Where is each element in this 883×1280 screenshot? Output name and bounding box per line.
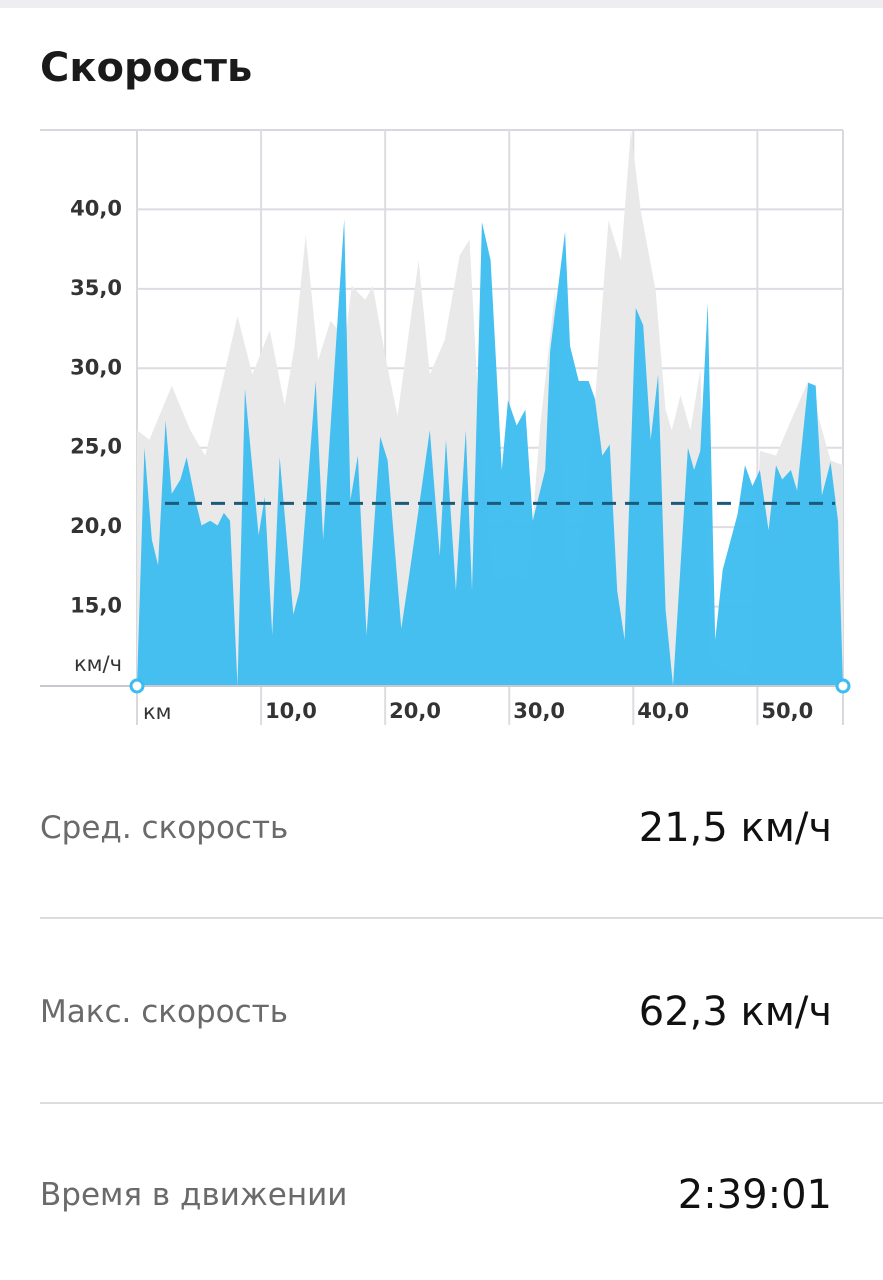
stat-label: Макс. скорость: [40, 994, 288, 1030]
top-bar: [0, 0, 883, 8]
x-tick-label: 50,0: [761, 699, 813, 723]
stat-row: Сред. скорость 21,5 км/ч: [40, 798, 832, 858]
separator: [40, 1102, 883, 1104]
y-tick-label: 30,0: [70, 355, 122, 379]
x-axis-label: км: [143, 700, 172, 724]
x-tick-label: 20,0: [389, 699, 441, 723]
stat-value: 62,3 км/ч: [638, 989, 832, 1035]
stat-value: 2:39:01: [677, 1172, 832, 1218]
stat-value: 21,5 км/ч: [638, 805, 832, 851]
x-tick-label: 30,0: [513, 699, 565, 723]
y-tick-label: 35,0: [70, 276, 122, 300]
x-tick-label: 10,0: [265, 699, 317, 723]
stat-row: Макс. скорость 62,3 км/ч: [40, 982, 832, 1042]
chart-title: Скорость: [40, 45, 252, 91]
chart: Скорость 15,0 20,0 25,0 30,0 35,0 40,0 10,0 20,…: [40, 45, 851, 725]
x-tick-label: 40,0: [637, 699, 689, 723]
y-tick-label: 15,0: [70, 594, 122, 618]
y-tick-label: 40,0: [70, 196, 122, 220]
range-handle: [129, 678, 145, 694]
y-axis-label: км/ч: [74, 652, 122, 676]
stat-label: Сред. скорость: [40, 810, 289, 846]
y-tick-label: 20,0: [70, 514, 122, 538]
stat-label: Время в движении: [40, 1177, 348, 1213]
speed-area: [137, 218, 843, 686]
range-handle: [835, 678, 851, 694]
separator: [40, 917, 883, 919]
stat-row: Время в движении 2:39:01: [40, 1165, 832, 1225]
y-tick-label: 25,0: [70, 435, 122, 459]
